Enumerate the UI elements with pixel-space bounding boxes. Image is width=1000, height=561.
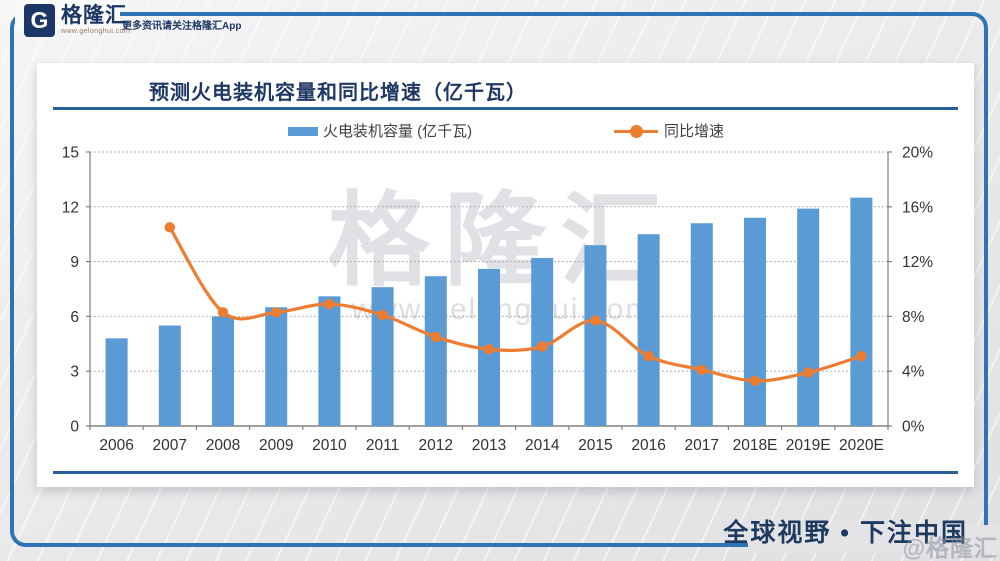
bar (318, 296, 341, 426)
x-axis-label: 2012 (419, 437, 453, 454)
bar (371, 287, 394, 426)
chart-card: 预测火电装机容量和同比增速（亿千瓦） 火电装机容量 (亿千瓦) 同比增速 格隆汇… (37, 63, 974, 487)
growth-marker (430, 331, 441, 343)
left-axis-label: 6 (70, 309, 79, 326)
growth-marker (271, 307, 282, 318)
growth-marker (590, 315, 601, 326)
x-axis-label: 2019E (786, 437, 831, 454)
left-axis-label: 3 (70, 364, 79, 381)
right-axis-label: 12% (902, 254, 933, 271)
right-axis-label: 16% (902, 199, 933, 216)
growth-marker (483, 344, 495, 355)
left-axis-label: 9 (70, 254, 79, 271)
legend-line-marker-icon (630, 125, 643, 138)
footer-background-patch (748, 525, 1000, 553)
gelonghui-g-icon: G (24, 4, 55, 37)
x-axis-label: 2011 (366, 437, 399, 454)
x-axis-label: 2009 (259, 437, 293, 454)
bar (850, 197, 873, 426)
growth-marker (537, 341, 548, 352)
bar (212, 316, 234, 426)
right-axis-label: 20% (902, 145, 933, 162)
brand-name: 格隆汇 (61, 4, 127, 27)
x-axis-label: 2017 (685, 437, 719, 454)
right-axis-label: 8% (902, 309, 925, 326)
card-bottom-rule (53, 471, 958, 474)
bar (158, 325, 181, 426)
bar (584, 245, 607, 426)
x-axis-label: 2007 (153, 437, 187, 454)
x-axis-label: 2006 (99, 437, 133, 454)
bar (637, 234, 660, 426)
growth-marker (377, 309, 388, 321)
chart-svg: 0 3 6 9 12 15 0% 4% 8% 12% 16% 20% 2006 2007 2008 2009 2… (62, 145, 933, 455)
brand-logo: G 格隆汇 www.gelonghui.com (24, 4, 130, 37)
bar (797, 208, 820, 426)
slide-frame-border (10, 12, 988, 547)
header-tagline: 更多资讯请关注格隆汇App (122, 21, 242, 32)
x-axis-label: 2013 (472, 437, 506, 454)
bar (424, 276, 447, 426)
growth-marker (749, 375, 761, 386)
footer-slogan: 全球视野 • 下注中国 (723, 519, 968, 547)
corner-watermark: @格隆汇 (902, 535, 998, 561)
x-axis-label: 2014 (525, 437, 560, 454)
growth-marker (803, 367, 814, 378)
legend-bar-label: 火电装机容量 (亿千瓦) (323, 123, 473, 140)
bar (265, 307, 288, 426)
bar (690, 223, 713, 426)
x-axis-label: 2016 (631, 437, 665, 454)
x-axis-label: 2010 (312, 437, 347, 454)
chart-title: 预测火电装机容量和同比增速（亿千瓦） (149, 82, 527, 104)
bar (744, 217, 766, 426)
growth-marker (324, 298, 335, 310)
x-axis-label: 2008 (206, 437, 240, 454)
left-axis-label: 15 (62, 145, 79, 162)
left-axis-label: 0 (70, 419, 79, 436)
right-axis-label: 0% (902, 419, 925, 436)
brand-url: www.gelonghui.com (61, 28, 131, 35)
bar (105, 338, 128, 426)
growth-marker (856, 350, 867, 362)
left-axis-label: 12 (62, 199, 79, 216)
growth-marker (696, 364, 707, 376)
right-axis-label: 4% (902, 364, 925, 381)
x-axis-label: 2018E (733, 437, 778, 454)
growth-marker (164, 222, 175, 233)
title-underline-rule (53, 107, 958, 110)
x-axis-label: 2020E (839, 437, 884, 454)
chart-legend: 火电装机容量 (亿千瓦) 同比增速 (37, 118, 974, 146)
growth-marker (643, 350, 654, 362)
legend-bar-swatch (288, 127, 318, 136)
legend-line-label: 同比增速 (664, 123, 725, 140)
growth-marker (217, 307, 229, 318)
x-axis-label: 2015 (578, 437, 612, 454)
